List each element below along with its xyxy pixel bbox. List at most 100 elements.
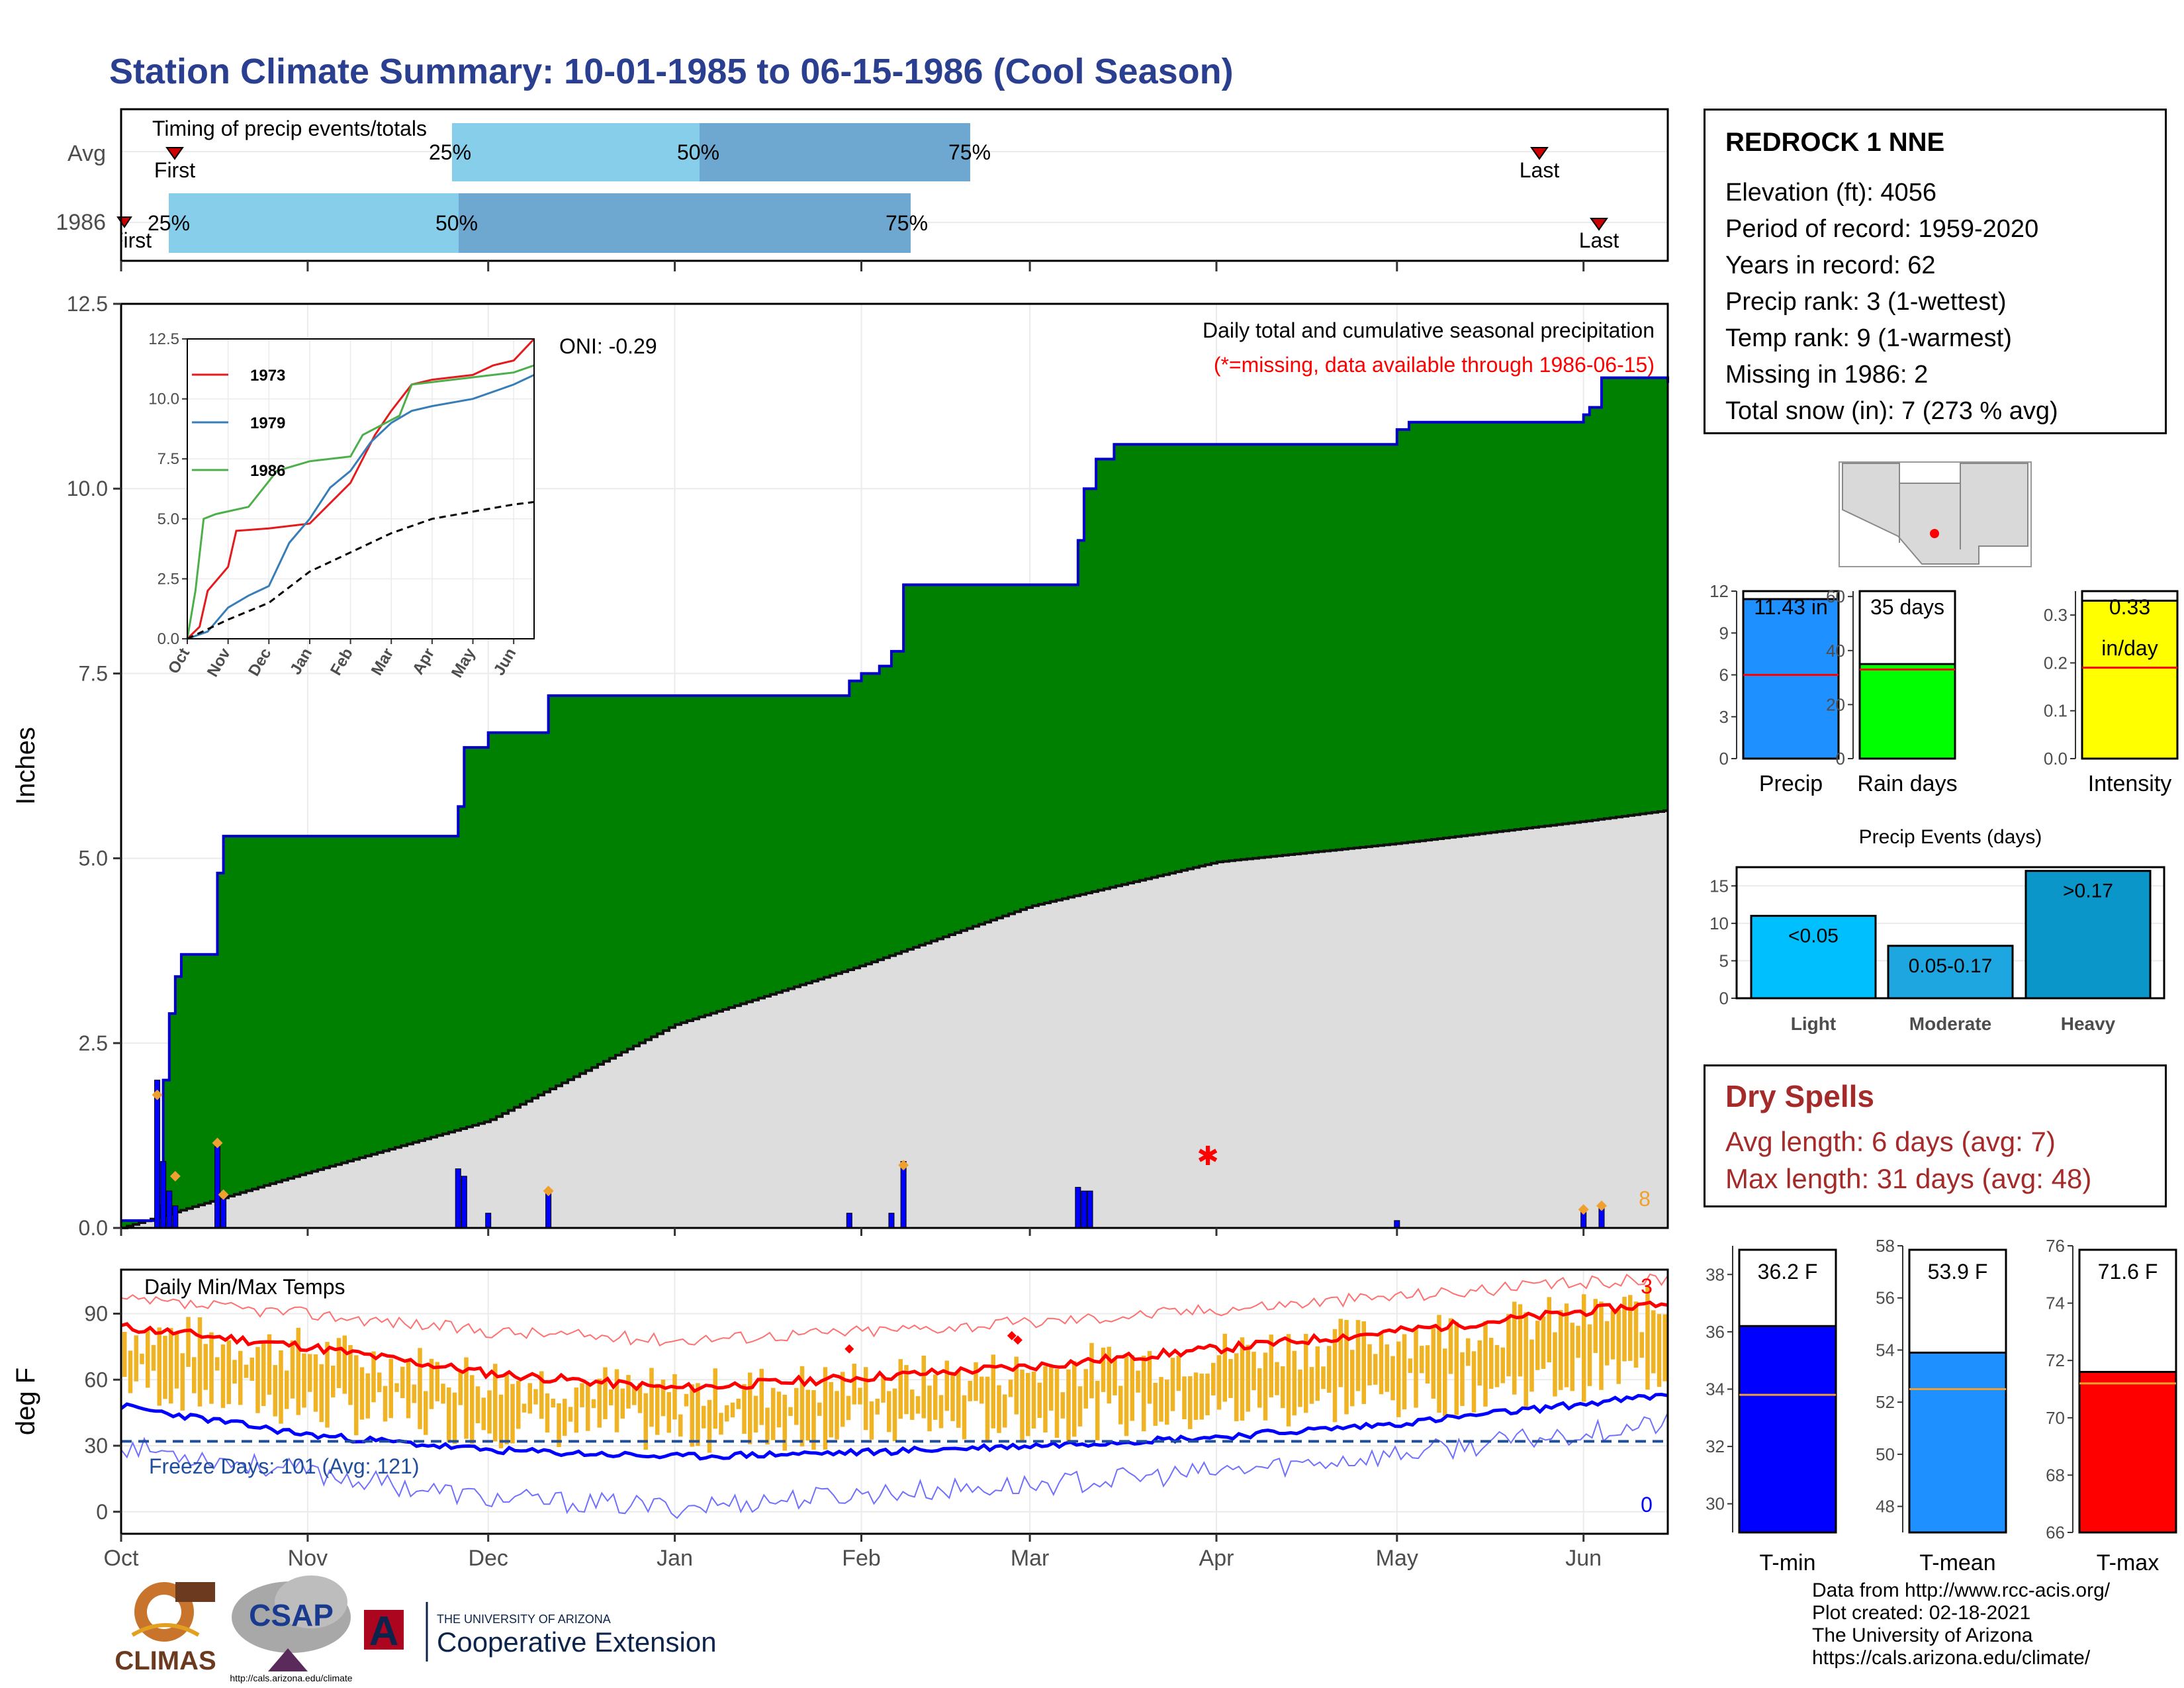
daily-temp-bar bbox=[1564, 1303, 1569, 1387]
daily-temp-bar bbox=[1443, 1348, 1447, 1417]
mini-bar-tick-label: 3 bbox=[1719, 707, 1729, 727]
timing-panel: Timing of precip events/totals Avg 1986 … bbox=[56, 108, 1669, 262]
daily-temp-bar bbox=[568, 1407, 573, 1422]
daily-temp-bar bbox=[412, 1384, 416, 1403]
daily-temp-bar bbox=[1616, 1309, 1621, 1384]
daily-temp-bar bbox=[424, 1391, 428, 1435]
daily-temp-bar bbox=[1483, 1321, 1488, 1407]
daily-temp-bar bbox=[1344, 1320, 1349, 1415]
timing-avg-first-marker bbox=[165, 147, 184, 160]
daily-temp-bar bbox=[134, 1335, 138, 1382]
timing-avg-p25: 25% bbox=[429, 140, 471, 164]
daily-temp-bar bbox=[255, 1346, 260, 1413]
daily-temp-bar bbox=[1275, 1362, 1279, 1395]
daily-temp-bar bbox=[974, 1362, 978, 1401]
daily-temp-bar bbox=[713, 1368, 717, 1429]
daily-temp-bar bbox=[226, 1340, 231, 1405]
daily-temp-bar bbox=[997, 1385, 1001, 1433]
footer-credits: Data from http://www.rcc-acis.org/ Plot … bbox=[1812, 1579, 2110, 1669]
daily-temp-bar bbox=[707, 1399, 712, 1453]
mini-bar-tick-label: 0.3 bbox=[2044, 605, 2068, 625]
daily-temp-bar bbox=[910, 1389, 915, 1420]
daily-temp-bar bbox=[1633, 1301, 1639, 1368]
daily-temp-bar bbox=[1547, 1297, 1551, 1363]
daily-temp-bar bbox=[1379, 1334, 1384, 1395]
location-map bbox=[1839, 461, 2032, 567]
mini-bar-tick-label: 20 bbox=[1826, 694, 1845, 714]
daily-temp-bar bbox=[533, 1389, 538, 1405]
temp-x-tick-label: Dec bbox=[468, 1546, 508, 1571]
daily-temp-bar bbox=[516, 1381, 521, 1429]
daily-temp-bar bbox=[1176, 1356, 1181, 1391]
daily-precip-bar bbox=[160, 1160, 167, 1229]
daily-temp-bar bbox=[1083, 1369, 1088, 1409]
timing-avg-bar-q1 bbox=[452, 123, 700, 181]
info-precip-rank: Precip rank: 3 (1-wettest) bbox=[1725, 288, 2007, 316]
dry-spells-title: Dry Spells bbox=[1725, 1079, 1874, 1113]
temp-x-tick-label: Jan bbox=[657, 1546, 693, 1571]
temp-y-tick-label: 30 bbox=[84, 1434, 108, 1458]
daily-temp-bar bbox=[1350, 1350, 1355, 1407]
daily-temp-bar bbox=[725, 1405, 729, 1422]
mini-bar-value-label: 11.43 in bbox=[1754, 595, 1828, 619]
events-bar-label: <0.05 bbox=[1788, 925, 1839, 947]
daily-temp-bar bbox=[140, 1353, 144, 1364]
record-high-count: 3 bbox=[1641, 1274, 1653, 1298]
daily-temp-bar bbox=[1043, 1366, 1048, 1432]
daily-temp-bar bbox=[209, 1332, 214, 1404]
daily-temp-bar bbox=[383, 1385, 388, 1422]
inset-y-tick-label: 10.0 bbox=[148, 391, 179, 408]
events-tick-label: 15 bbox=[1709, 876, 1729, 896]
daily-precip-bar bbox=[485, 1213, 492, 1229]
daily-temp-bar bbox=[1402, 1334, 1407, 1410]
daily-temp-bar bbox=[799, 1366, 805, 1447]
temp-bar-value-label: 71.6 F bbox=[2098, 1260, 2158, 1284]
snow-day-count: 8 bbox=[1639, 1187, 1651, 1211]
daily-temp-bar bbox=[1251, 1352, 1256, 1391]
temp-panel: Daily Min/Max Temps Freeze Days: 101 (Av… bbox=[11, 1268, 1669, 1571]
info-missing: Missing in 1986: 2 bbox=[1725, 361, 1929, 389]
mini-bar-tick-label: 9 bbox=[1719, 623, 1729, 643]
daily-temp-bar bbox=[1535, 1321, 1540, 1370]
daily-temp-bar bbox=[875, 1398, 880, 1415]
daily-temp-bar bbox=[365, 1373, 370, 1419]
inset-y-tick-label: 5.0 bbox=[158, 510, 179, 528]
daily-temp-bar bbox=[435, 1362, 439, 1401]
daily-temp-bar bbox=[1651, 1310, 1656, 1374]
daily-temp-bar bbox=[174, 1334, 179, 1389]
temp-bar-value-label: 36.2 F bbox=[1758, 1260, 1818, 1284]
daily-temp-bar bbox=[609, 1389, 614, 1406]
daily-temp-bar bbox=[950, 1374, 955, 1421]
daily-temp-bar bbox=[1489, 1338, 1494, 1389]
precip-y-tick-label: 5.0 bbox=[79, 847, 108, 870]
daily-temp-bar bbox=[1136, 1370, 1140, 1393]
events-bar-label: 0.05-0.17 bbox=[1909, 955, 1993, 977]
timing-avg-last-marker bbox=[1530, 147, 1549, 160]
daily-temp-bar bbox=[846, 1395, 851, 1421]
inset-y-tick-label: 7.5 bbox=[158, 450, 179, 468]
snow-marker bbox=[543, 1186, 554, 1197]
daily-temp-bar bbox=[1645, 1286, 1650, 1390]
freeze-days-label: Freeze Days: 101 (Avg: 121) bbox=[149, 1454, 420, 1478]
daily-temp-bar bbox=[1026, 1373, 1030, 1436]
daily-temp-bar bbox=[279, 1350, 283, 1424]
info-total-snow: Total snow (in): 7 (273 % avg) bbox=[1725, 397, 2058, 425]
missing-marker: ✱ bbox=[1197, 1142, 1219, 1171]
snow-marker bbox=[152, 1089, 163, 1100]
temp-y-tick-label: 60 bbox=[84, 1368, 108, 1391]
temp-bar-tick-label: 54 bbox=[1876, 1340, 1895, 1360]
temp-bar-t-max bbox=[2078, 1371, 2177, 1534]
daily-temp-bar bbox=[1321, 1366, 1326, 1389]
daily-temp-bar bbox=[956, 1370, 961, 1428]
daily-temp-bar bbox=[1216, 1355, 1222, 1410]
inset-legend-label: 1979 bbox=[250, 414, 285, 432]
events-bar-heavy bbox=[2025, 870, 2152, 1000]
daily-temp-bar bbox=[557, 1403, 561, 1447]
temp-bar-tick-label: 74 bbox=[2046, 1293, 2065, 1313]
timing-1986-first-label: First bbox=[111, 228, 152, 252]
daily-temp-bar bbox=[487, 1390, 492, 1434]
daily-precip-bar bbox=[1394, 1220, 1400, 1229]
events-tick-label: 5 bbox=[1719, 951, 1729, 970]
inset-y-tick-label: 12.5 bbox=[148, 330, 179, 348]
daily-temp-bar bbox=[678, 1414, 683, 1437]
